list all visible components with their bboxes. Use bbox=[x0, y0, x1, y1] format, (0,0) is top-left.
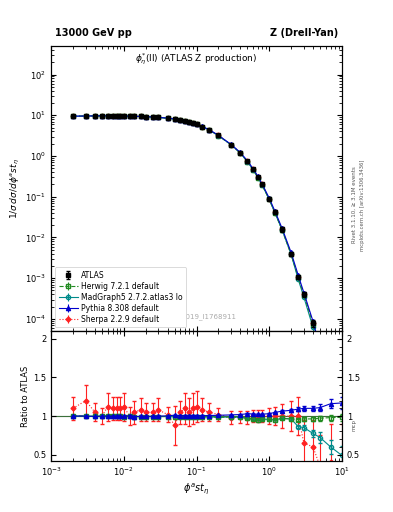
Text: $\phi_{\eta}^{*}$(ll) (ATLAS Z production): $\phi_{\eta}^{*}$(ll) (ATLAS Z productio… bbox=[135, 52, 258, 67]
Text: ATLAS_2019_I1768911: ATLAS_2019_I1768911 bbox=[156, 313, 237, 320]
Text: mcp: mcp bbox=[352, 419, 357, 431]
Text: mcplots.cern.ch [arXiv:1306.3436]: mcplots.cern.ch [arXiv:1306.3436] bbox=[360, 159, 365, 250]
Text: Rivet 3.1.10, ≥ 3.1M events: Rivet 3.1.10, ≥ 3.1M events bbox=[352, 166, 357, 243]
X-axis label: $\phi^{a}st_{\eta}$: $\phi^{a}st_{\eta}$ bbox=[183, 481, 210, 496]
Y-axis label: $1/\sigma\,d\sigma/d\phi^{a}st_{\eta}$: $1/\sigma\,d\sigma/d\phi^{a}st_{\eta}$ bbox=[9, 158, 22, 219]
Y-axis label: Ratio to ATLAS: Ratio to ATLAS bbox=[21, 366, 30, 426]
Text: Z (Drell-Yan): Z (Drell-Yan) bbox=[270, 28, 338, 38]
Legend: ATLAS, Herwig 7.2.1 default, MadGraph5 2.7.2.atlas3 lo, Pythia 8.308 default, Sh: ATLAS, Herwig 7.2.1 default, MadGraph5 2… bbox=[55, 267, 186, 327]
Text: 13000 GeV pp: 13000 GeV pp bbox=[55, 28, 132, 38]
